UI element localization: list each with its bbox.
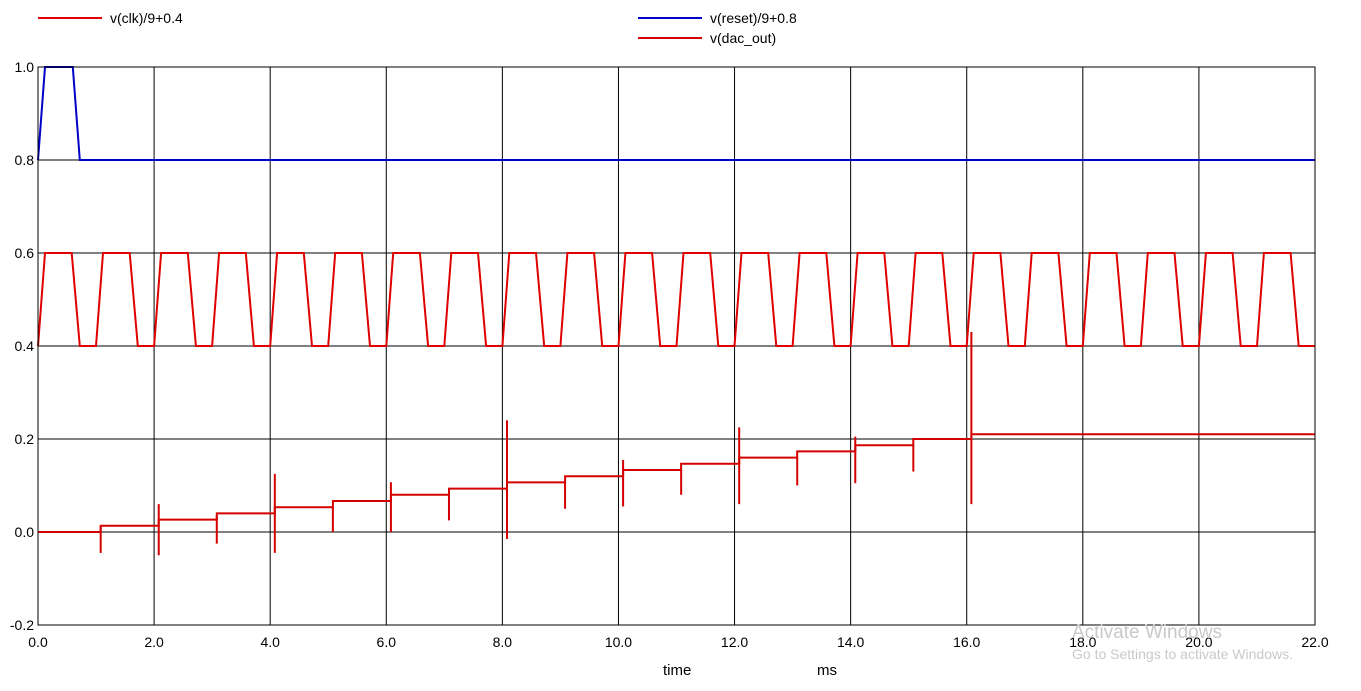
y-tick-label: 1.0 (15, 59, 35, 75)
activate-windows-subtitle: Go to Settings to activate Windows. (1072, 646, 1293, 662)
legend-item-dac-out: v(dac_out) (638, 30, 858, 46)
x-tick-label: 20.0 (1185, 634, 1212, 650)
activate-windows-title: Activate Windows (1072, 622, 1222, 643)
plot-frame (37, 66, 1316, 626)
y-tick-label: 0.0 (15, 524, 35, 540)
legend-swatch-clk (38, 17, 102, 19)
x-tick-label: 18.0 (1069, 634, 1096, 650)
y-tick-label: 0.2 (15, 431, 35, 447)
x-tick-label: 16.0 (953, 634, 980, 650)
series-line-dac-out (38, 433, 1315, 533)
x-tick-label: 14.0 (837, 634, 864, 650)
x-tick-label: 2.0 (144, 634, 164, 650)
x-tick-label: 0.0 (28, 634, 48, 650)
x-tick-label: 22.0 (1301, 634, 1328, 650)
legend-item-clk: v(clk)/9+0.4 (38, 10, 258, 26)
legend-label-dac-out: v(dac_out) (710, 30, 777, 46)
series-group (37, 66, 1315, 556)
x-axis-label: time (663, 662, 692, 679)
x-tick-label: 6.0 (377, 634, 397, 650)
y-tick-label: 0.4 (15, 338, 35, 354)
x-tick-label: 8.0 (493, 634, 513, 650)
legend-swatch-reset (638, 17, 702, 19)
x-tick-label: 12.0 (721, 634, 748, 650)
legend-label-reset: v(reset)/9+0.8 (710, 10, 797, 26)
legend-item-reset: v(reset)/9+0.8 (638, 10, 858, 26)
y-tick-label: 0.6 (15, 245, 35, 261)
x-axis-unit: ms (817, 662, 837, 679)
legend-swatch-dac-out (638, 37, 702, 39)
legend-label-clk: v(clk)/9+0.4 (110, 10, 183, 26)
y-tick-label: -0.2 (10, 617, 34, 633)
y-tick-label: 0.8 (15, 152, 35, 168)
x-tick-label: 10.0 (605, 634, 632, 650)
x-tick-label: 4.0 (260, 634, 280, 650)
series-line-clk (37, 252, 1315, 347)
series-line-reset (37, 66, 1315, 161)
tick-labels: 0.0 2.0 4.0 6.0 8.0 10.0 12.0 14.0 16.0 18.0 20.0 2… (10, 59, 1329, 650)
